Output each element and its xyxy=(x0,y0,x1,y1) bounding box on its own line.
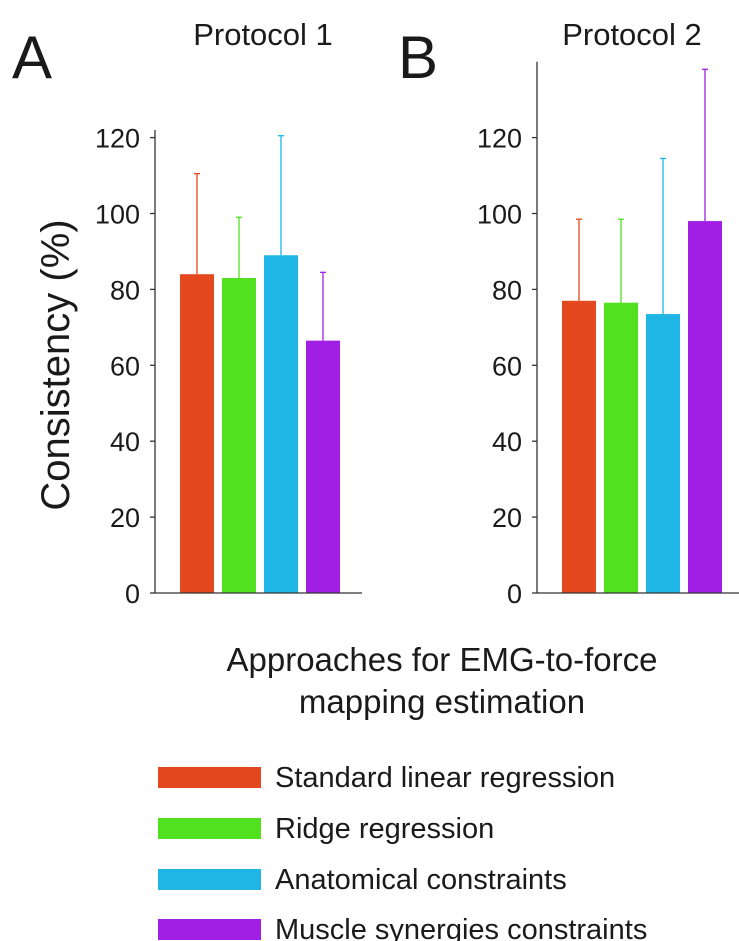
y-tick-label: 80 xyxy=(492,275,522,305)
legend-label: Anatomical constraints xyxy=(275,864,567,896)
panels: A Protocol 1 0 20 40 60 80 100 120 B Protocol 2 0 20… xyxy=(12,17,739,609)
bar-a-2 xyxy=(222,278,256,593)
legend-item-3: Anatomical constraints xyxy=(158,864,567,896)
legend-swatch xyxy=(158,767,261,788)
legend-label: Muscle synergies constraints xyxy=(275,914,647,941)
panel-letter: A xyxy=(12,24,52,91)
y-tick-label: 60 xyxy=(110,351,140,381)
bar-a-4 xyxy=(306,340,340,593)
y-tick-label: 40 xyxy=(110,427,140,457)
legend-swatch xyxy=(158,919,261,940)
panel-title: Protocol 2 xyxy=(562,17,702,52)
y-tick-label: 100 xyxy=(477,200,522,230)
y-tick-label: 0 xyxy=(125,579,140,609)
legend-swatch xyxy=(158,818,261,839)
y-tick-label: 20 xyxy=(492,503,522,533)
panel-letter: B xyxy=(398,24,438,91)
x-axis-label-line-1: Approaches for EMG-to-force xyxy=(227,641,658,678)
y-axis-label: Consistency (%) xyxy=(34,219,78,510)
y-tick-label: 60 xyxy=(492,351,522,381)
bar-a-1 xyxy=(180,274,214,593)
bar-b-3 xyxy=(646,314,680,593)
bar-b-4 xyxy=(688,221,722,593)
y-tick-label: 40 xyxy=(492,427,522,457)
y-tick-label: 80 xyxy=(110,275,140,305)
legend-item-1: Standard linear regression xyxy=(158,762,615,794)
y-tick-label: 20 xyxy=(110,503,140,533)
legend-label: Ridge regression xyxy=(275,813,494,845)
y-tick-label: 0 xyxy=(507,579,522,609)
y-tick-label: 120 xyxy=(95,124,140,154)
legend-swatch xyxy=(158,869,261,890)
panel-a: A Protocol 1 0 20 40 60 80 100 120 xyxy=(12,17,362,609)
panel-b: B Protocol 2 0 20 40 60 80 100 120 xyxy=(398,17,739,609)
bar-b-1 xyxy=(562,300,596,593)
panel-title: Protocol 1 xyxy=(193,17,333,52)
legend: Standard linear regression Ridge regressi… xyxy=(158,762,647,941)
x-axis-label-line-2: mapping estimation xyxy=(299,683,585,720)
y-tick-label: 120 xyxy=(477,124,522,154)
legend-label: Standard linear regression xyxy=(275,762,615,794)
legend-item-2: Ridge regression xyxy=(158,813,494,845)
bar-a-3 xyxy=(264,255,298,593)
y-tick-label: 100 xyxy=(95,200,140,230)
legend-item-4: Muscle synergies constraints xyxy=(158,914,647,941)
bar-b-2 xyxy=(604,302,638,593)
